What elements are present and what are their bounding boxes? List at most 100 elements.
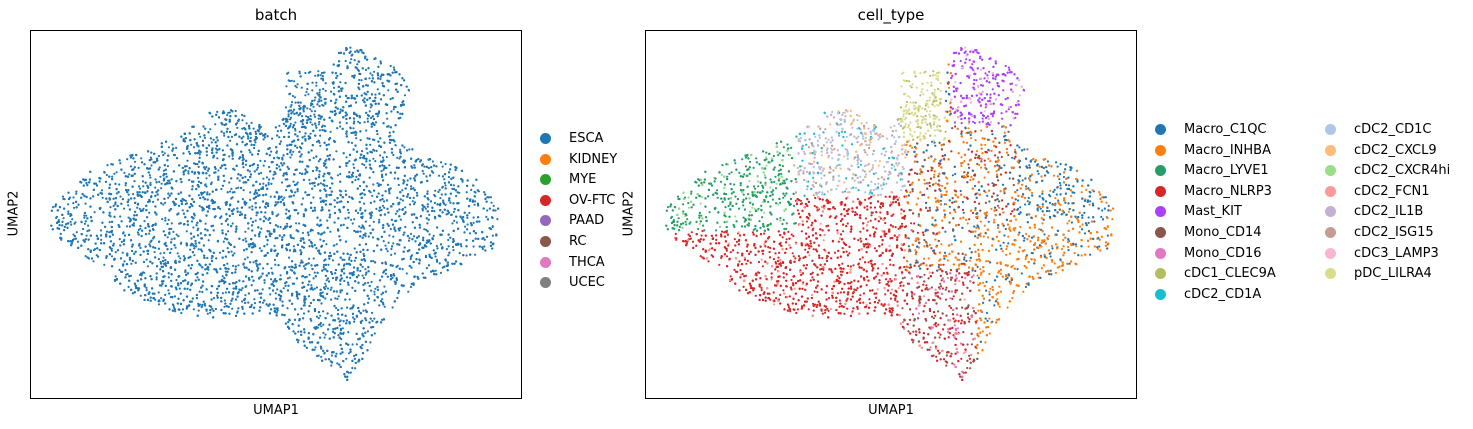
data-point [345, 357, 348, 360]
data-point [348, 298, 351, 301]
data-point [71, 218, 74, 221]
data-point [387, 135, 391, 138]
data-point [287, 113, 290, 116]
data-point [256, 164, 259, 167]
data-point [190, 220, 194, 223]
data-point [409, 285, 413, 288]
data-point [244, 175, 247, 178]
data-point [310, 319, 313, 322]
data-point [361, 162, 364, 166]
data-point [108, 221, 111, 224]
data-point [197, 176, 200, 179]
data-point [452, 249, 455, 252]
data-point [447, 238, 450, 242]
data-point [263, 136, 267, 139]
data-point [444, 184, 447, 187]
data-point [209, 311, 212, 314]
data-point [236, 126, 239, 129]
data-point [87, 248, 90, 251]
data-point [399, 148, 402, 151]
data-point [401, 101, 404, 104]
data-point [317, 317, 320, 320]
data-point [410, 282, 413, 285]
data-point [269, 235, 272, 238]
data-point [138, 207, 141, 210]
data-point [150, 158, 153, 161]
data-point [345, 164, 348, 167]
data-point [376, 182, 379, 185]
data-point [383, 285, 386, 288]
data-point [122, 231, 125, 234]
data-point [203, 136, 206, 139]
data-point [315, 140, 319, 143]
data-point [204, 168, 207, 171]
data-point [242, 189, 245, 192]
data-point [489, 196, 492, 199]
data-point [137, 228, 140, 231]
data-point [92, 260, 95, 263]
data-point [346, 208, 350, 211]
data-point [212, 297, 216, 300]
data-point [207, 268, 210, 271]
data-point [197, 165, 200, 168]
data-point [300, 237, 303, 240]
data-point [313, 348, 316, 351]
data-point [148, 211, 151, 214]
data-point [211, 255, 214, 258]
data-point [278, 124, 281, 127]
data-point [230, 187, 233, 190]
data-point [392, 242, 395, 245]
data-point [159, 252, 162, 255]
data-point [247, 243, 250, 246]
data-point [339, 81, 342, 84]
data-point [289, 268, 292, 271]
data-point [363, 121, 366, 124]
data-point [118, 183, 121, 186]
data-point [289, 122, 292, 125]
data-point [310, 284, 313, 287]
data-point [198, 153, 201, 156]
data-point [383, 305, 386, 308]
data-point [398, 157, 401, 160]
data-point [364, 220, 367, 223]
data-point [338, 324, 341, 327]
data-point [105, 256, 108, 259]
data-point [288, 276, 291, 279]
data-point [136, 206, 139, 209]
data-point [143, 220, 146, 223]
data-point [324, 297, 327, 300]
data-point [127, 216, 130, 219]
data-point [51, 206, 55, 209]
data-point [177, 204, 181, 207]
data-point [256, 166, 259, 169]
data-point [136, 191, 139, 194]
data-point [481, 247, 484, 251]
data-point [262, 182, 265, 185]
data-point [115, 171, 118, 174]
data-point [376, 88, 379, 91]
data-point [389, 227, 392, 231]
data-point [176, 252, 179, 255]
data-point [103, 263, 106, 266]
data-point [331, 276, 335, 280]
data-point [389, 98, 392, 101]
data-point [329, 110, 332, 113]
data-point [177, 235, 180, 238]
data-point [314, 346, 317, 349]
data-point [381, 156, 385, 159]
data-point [346, 306, 349, 309]
data-point [231, 154, 234, 157]
data-point [244, 216, 247, 220]
data-point [170, 222, 173, 225]
data-point [433, 210, 436, 213]
data-point [131, 245, 134, 248]
data-point [353, 259, 356, 262]
data-point [371, 319, 374, 322]
data-point [72, 233, 75, 236]
data-point [155, 278, 158, 281]
data-point [373, 332, 376, 335]
data-point [325, 279, 328, 282]
data-point [329, 203, 333, 206]
data-point [276, 288, 279, 291]
data-point [373, 70, 376, 73]
